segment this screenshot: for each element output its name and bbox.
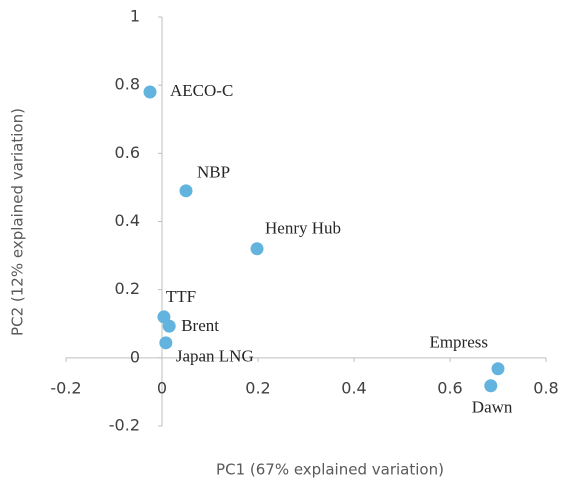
point-label: Empress	[429, 333, 488, 352]
y-tick-label: 0.6	[115, 143, 140, 162]
point-label: NBP	[197, 163, 230, 182]
point	[179, 184, 193, 198]
point	[159, 336, 173, 350]
point-label: Dawn	[472, 398, 513, 417]
point	[143, 85, 157, 99]
point	[250, 242, 264, 256]
point-label: TTF	[166, 287, 196, 306]
x-tick-label: 0.4	[341, 378, 366, 397]
point	[484, 379, 498, 393]
x-tick-label: 0.8	[533, 378, 558, 397]
x-axis-title: PC1 (67% explained variation)	[216, 461, 444, 479]
point-label: Japan LNG	[176, 347, 254, 366]
y-tick-label: 0.2	[115, 279, 140, 298]
y-axis-title: PC2 (12% explained variation)	[9, 108, 27, 336]
x-tick-label: 0.6	[437, 378, 462, 397]
y-tick-label: -0.2	[109, 416, 140, 435]
x-tick-label: 0.2	[245, 378, 270, 397]
point-label: AECO-C	[170, 81, 233, 100]
y-tick-label: 0.4	[115, 211, 140, 230]
y-tick-label: 0.8	[115, 75, 140, 94]
point-label: Brent	[181, 316, 219, 335]
x-tick-label: 0	[157, 378, 167, 397]
point	[491, 362, 505, 376]
point-label: Henry Hub	[265, 219, 341, 238]
y-tick-label: 1	[130, 7, 140, 26]
x-tick-label: -0.2	[50, 378, 81, 397]
point	[162, 319, 176, 333]
y-tick-label: 0	[130, 347, 140, 366]
